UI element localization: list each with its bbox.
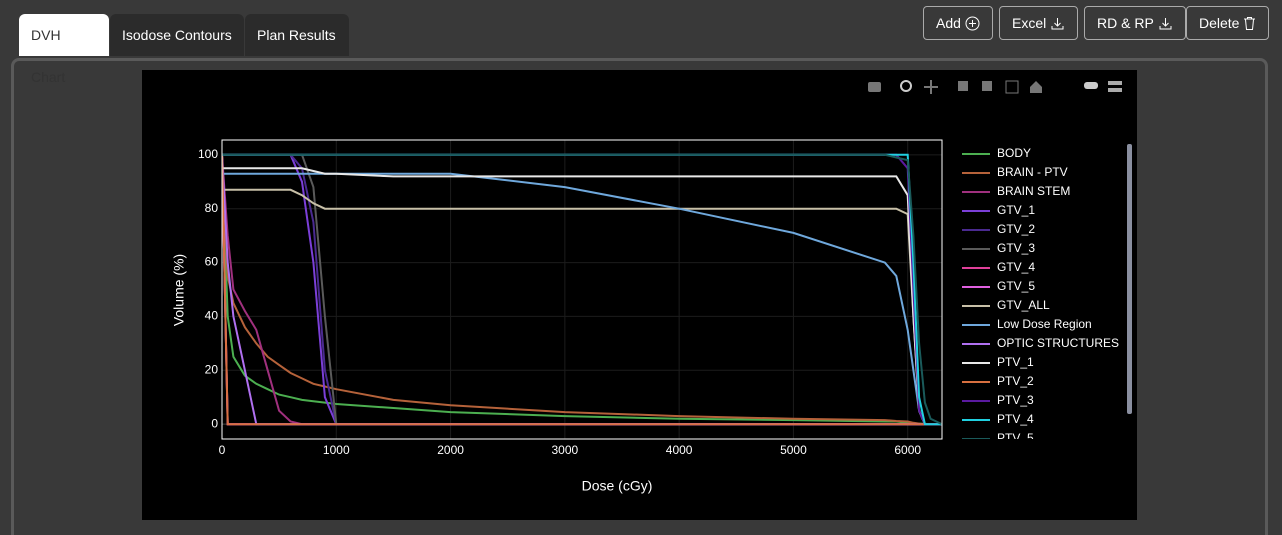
legend-label: GTV_4 <box>997 260 1035 274</box>
y-tick-label: 20 <box>205 362 219 376</box>
x-tick-label: 6000 <box>894 443 921 457</box>
legend-label: PTV_2 <box>997 374 1034 388</box>
legend-label: GTV_ALL <box>997 298 1050 312</box>
tab[interactable]: Plan Results <box>245 14 349 56</box>
legend-label: GTV_3 <box>997 241 1035 255</box>
series-line <box>222 167 942 426</box>
legend-label: BODY <box>997 146 1031 160</box>
x-tick-label: 1000 <box>323 443 350 457</box>
label: Add <box>936 15 961 31</box>
plot-frame <box>221 139 943 440</box>
legend-label: Low Dose Region <box>997 317 1092 331</box>
series-line <box>222 172 942 426</box>
tab[interactable]: DVH Chart <box>19 14 109 85</box>
modebar <box>868 80 1122 94</box>
icon <box>1244 16 1256 30</box>
rdrp-button[interactable]: RD & RP <box>1084 6 1186 40</box>
y-tick-label: 100 <box>198 147 218 161</box>
icon <box>1159 17 1172 29</box>
delete-button[interactable]: Delete <box>1186 6 1270 40</box>
legend-label: BRAIN - PTV <box>997 165 1068 179</box>
label: RD & RP <box>1097 15 1154 31</box>
icon <box>1051 17 1064 29</box>
x-tick-label: 0 <box>219 443 226 457</box>
series-line <box>222 153 942 426</box>
y-tick-label: 40 <box>205 309 219 323</box>
legend: BODY BRAIN - PTV BRAIN STEM GTV_1 GTV_2 GTV_3… <box>962 146 1119 445</box>
legend-label: PTV_3 <box>997 393 1034 407</box>
legend-label: GTV_5 <box>997 279 1035 293</box>
x-axis-title: Dose (cGy) <box>582 478 653 494</box>
chart-bg <box>142 70 1137 520</box>
y-tick-label: 80 <box>205 201 219 215</box>
legend-label: PTV_4 <box>997 412 1034 426</box>
add-button[interactable]: Add <box>923 6 993 40</box>
legend-label: PTV_5 <box>997 431 1034 445</box>
legend-label: GTV_1 <box>997 203 1035 217</box>
label: Excel <box>1012 15 1047 31</box>
x-tick-label: 2000 <box>437 443 464 457</box>
series-line <box>222 154 942 426</box>
y-axis-title: Volume (%) <box>171 254 187 326</box>
plot-lines <box>222 153 942 426</box>
legend-label: OPTIC STRUCTURES <box>997 336 1119 350</box>
x-tick-label: 5000 <box>780 443 807 457</box>
legend-scrollbar[interactable] <box>1127 144 1132 414</box>
label: Delete <box>1199 15 1240 31</box>
legend-label: GTV_2 <box>997 222 1035 236</box>
y-tick-label: 60 <box>205 255 219 269</box>
legend-label: PTV_1 <box>997 355 1034 369</box>
x-tick-label: 3000 <box>552 443 579 457</box>
tab[interactable]: Isodose Contours <box>110 14 244 56</box>
excel-button[interactable]: Excel <box>999 6 1079 40</box>
series-line <box>222 154 942 426</box>
legend-label: BRAIN STEM <box>997 184 1070 198</box>
y-tick-label: 0 <box>211 416 218 430</box>
x-tick-label: 4000 <box>666 443 693 457</box>
icon <box>965 16 980 30</box>
